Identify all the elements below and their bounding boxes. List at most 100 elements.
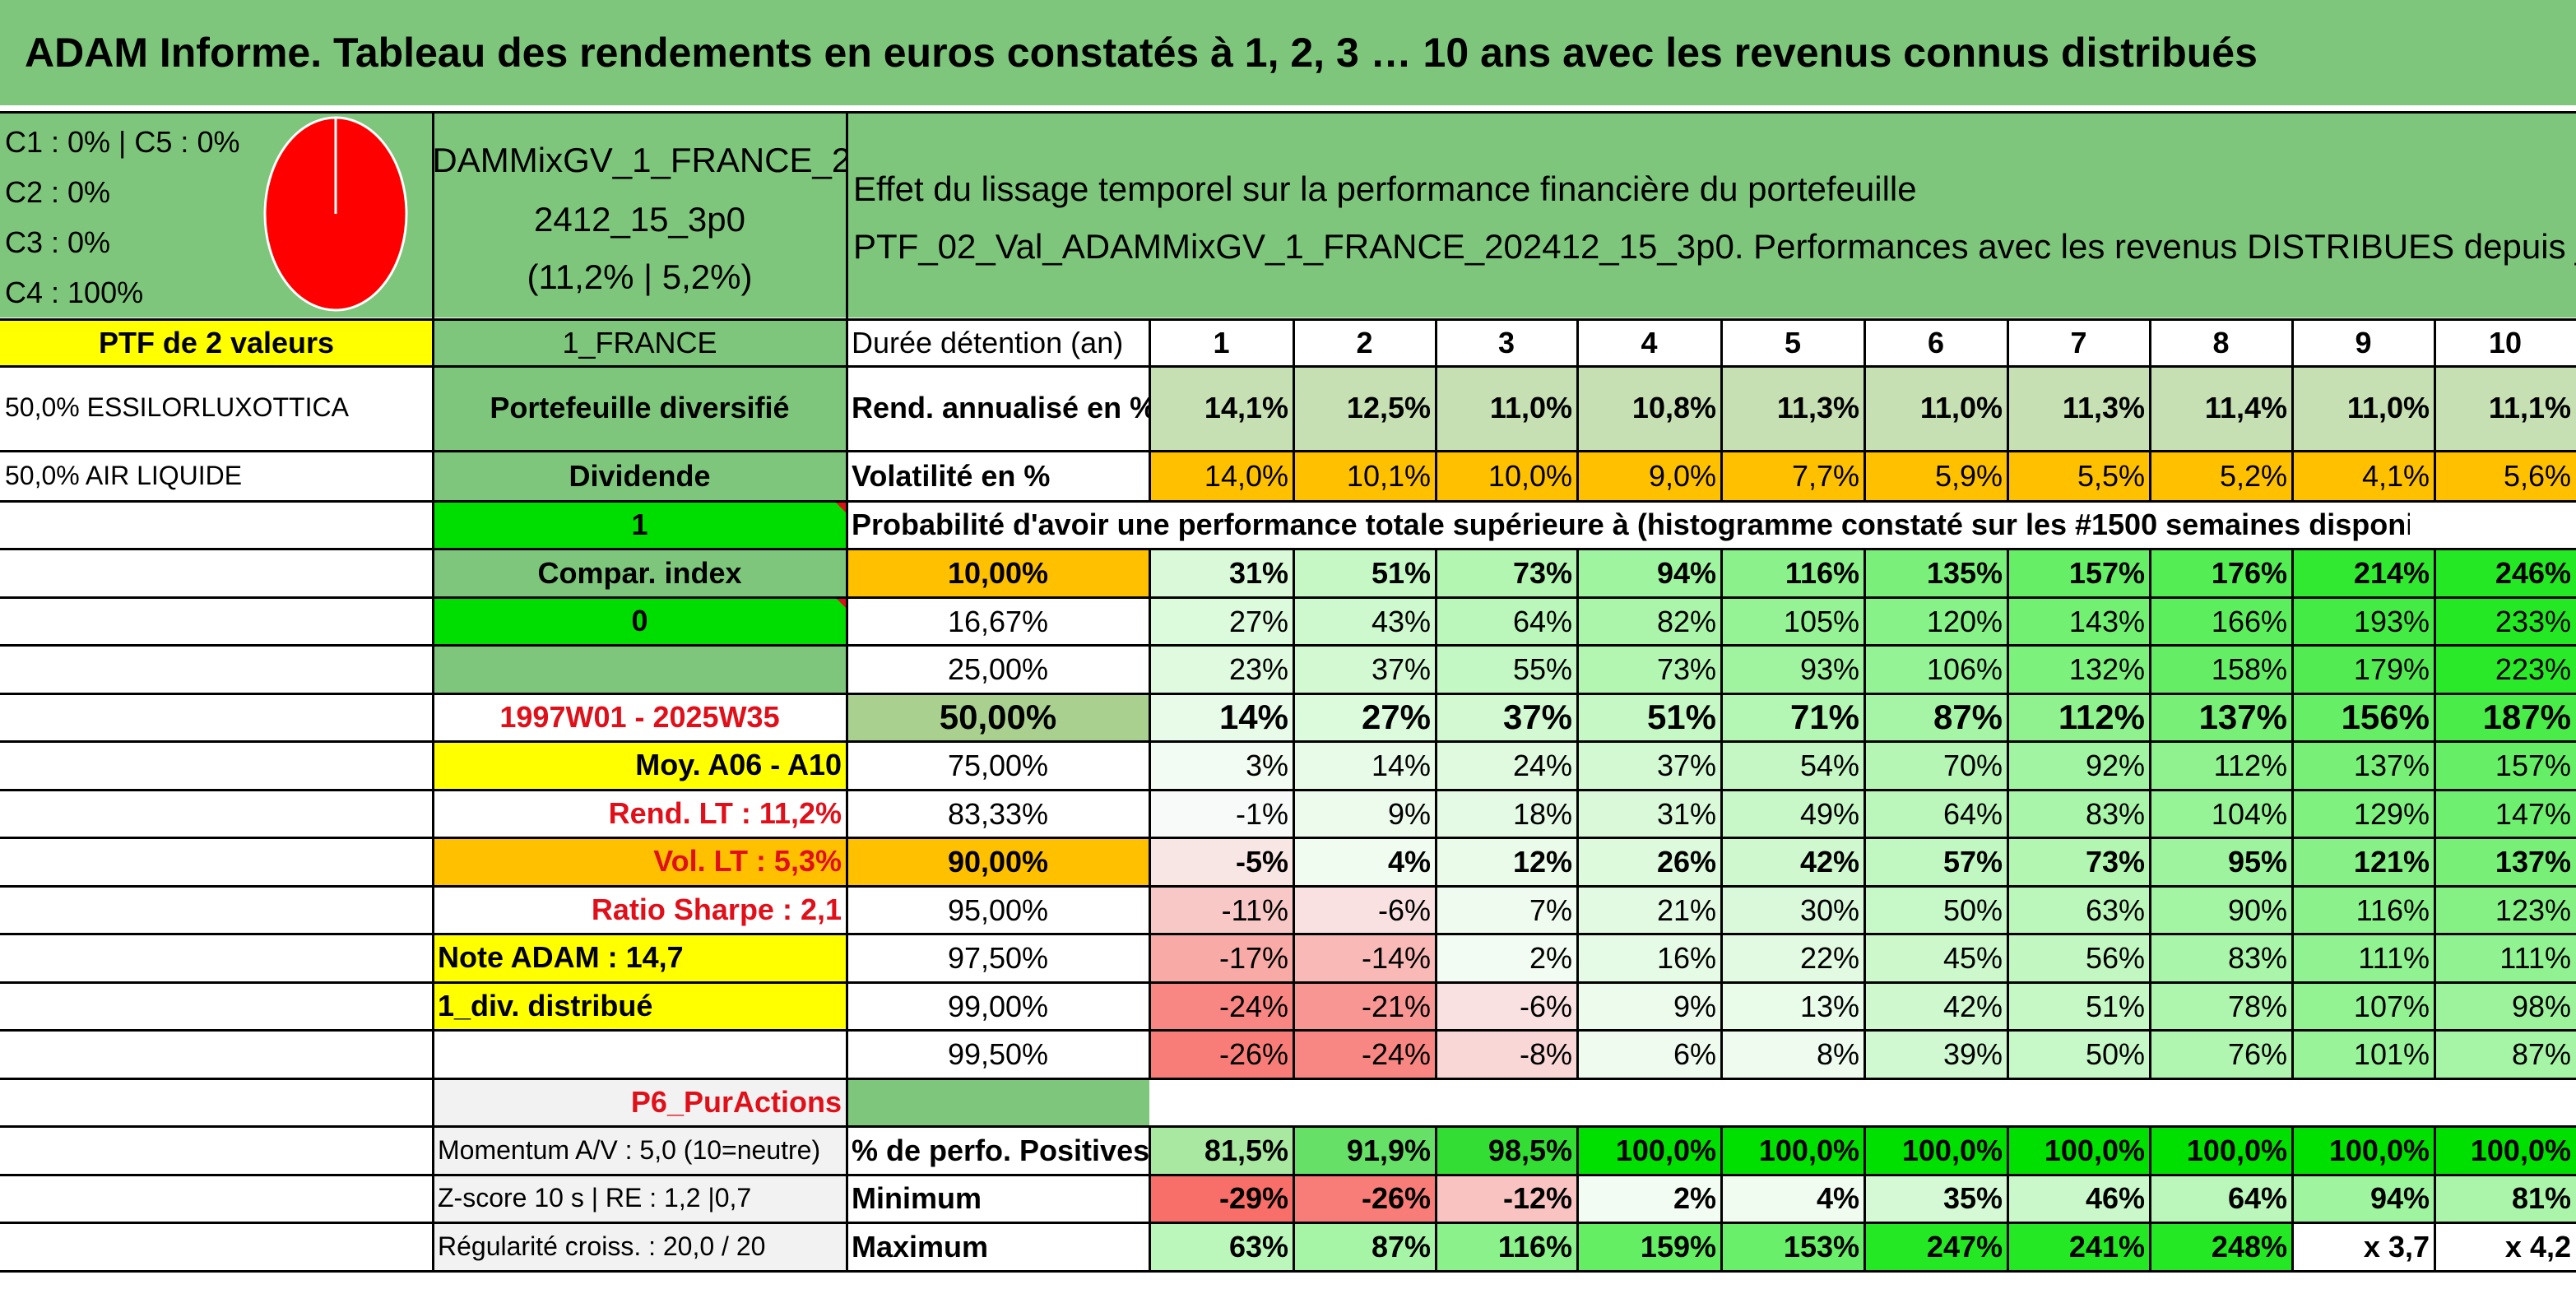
quantile-value: 157%	[2434, 742, 2576, 790]
allocation-line: C3 : 0%	[5, 225, 111, 260]
grid-line	[0, 450, 2576, 452]
rend-value: 12,5%	[1293, 366, 1436, 450]
quantile-value: 43%	[1293, 597, 1436, 646]
quantile-value: 90%	[2150, 886, 2292, 934]
quantile-value: -17%	[1149, 934, 1293, 982]
quantile-value: 73%	[2007, 838, 2150, 886]
quantile-value: -8%	[1436, 1031, 1577, 1078]
positive-value: 100,0%	[2150, 1127, 2292, 1175]
quantile-label: 99,50%	[947, 1037, 1049, 1072]
grid-line	[1293, 319, 1295, 502]
minimum-value: 2%	[1577, 1175, 1721, 1222]
quantile-value: 24%	[1436, 742, 1577, 790]
quantile-value: 13%	[1721, 982, 1864, 1031]
quantile-value: 37%	[1293, 646, 1436, 693]
year-header: 10	[2488, 325, 2523, 359]
quantile-value: 158%	[2150, 646, 2292, 693]
allocation-line: C4 : 100%	[5, 276, 144, 310]
rend-value: 11,0%	[2292, 366, 2434, 450]
quantile-value: -24%	[1293, 1031, 1436, 1078]
holding-2: 50,0% AIR LIQUIDE	[5, 461, 243, 491]
grid-line	[0, 692, 2576, 695]
grid-line	[2149, 549, 2151, 1079]
maximum-label: Maximum	[852, 1230, 989, 1264]
grid-line	[0, 788, 2576, 791]
maximum-value: 116%	[1436, 1223, 1577, 1271]
header-box	[847, 112, 2576, 318]
quantile-value: 104%	[2150, 790, 2292, 838]
quantile-value: 87%	[2434, 1031, 2576, 1078]
year-header: 7	[2070, 325, 2087, 359]
quantile-value: 78%	[2150, 982, 2292, 1031]
vol-value: 5,5%	[2007, 452, 2150, 500]
quantile-value: 4%	[1293, 838, 1436, 886]
value-one-cell[interactable]: 1	[433, 502, 847, 548]
quantile-value: 27%	[1149, 597, 1293, 646]
grid-line	[0, 318, 2576, 321]
quantile-value: -11%	[1149, 886, 1293, 934]
maximum-value: 241%	[2007, 1223, 2150, 1271]
positive-value: 100,0%	[1721, 1127, 1864, 1175]
quantile-value: 8%	[1721, 1031, 1864, 1078]
quantile-value: 83%	[2150, 934, 2292, 982]
quantile-label: 99,00%	[947, 989, 1049, 1023]
grid-line	[2007, 549, 2009, 1079]
quantile-value: 112%	[2150, 742, 2292, 790]
p6-label: P6_PurActions	[433, 1078, 847, 1126]
quantile-value: 50%	[2007, 1031, 2150, 1078]
grid-line	[1864, 1126, 1866, 1273]
grid-line	[432, 112, 434, 1272]
minimum-label: Minimum	[852, 1181, 982, 1216]
rend-value: 14,1%	[1149, 366, 1293, 450]
quantile-value: -5%	[1149, 838, 1293, 886]
vol-lt-label: Vol. LT : 5,3%	[433, 837, 847, 885]
grid-line	[0, 548, 2576, 550]
quantile-label: 95,00%	[947, 893, 1049, 927]
grid-line	[0, 1077, 2576, 1080]
ptf-label: PTF de 2 valeurs	[0, 319, 433, 366]
quantile-value: 55%	[1436, 646, 1577, 693]
quantile-value: 137%	[2150, 693, 2292, 742]
quantile-value: 26%	[1577, 838, 1721, 886]
quantile-value: 93%	[1721, 646, 1864, 693]
vol-value: 5,2%	[2150, 452, 2292, 500]
grid-line	[0, 596, 2576, 599]
quantile-value: 137%	[2292, 742, 2434, 790]
rend-value: 10,8%	[1577, 366, 1721, 450]
year-header: 1	[1213, 325, 1230, 359]
portfolio-name-line2: 2412_15_3p0	[534, 199, 745, 239]
maximum-value: 248%	[2150, 1223, 2292, 1271]
dividend-distrib-label: 1_div. distribué	[433, 982, 847, 1030]
vol-value: 9,0%	[1577, 452, 1721, 500]
quantile-value: 3%	[1149, 742, 1293, 790]
quantile-value: 39%	[1864, 1031, 2007, 1078]
quantile-label: 90,00%	[847, 838, 1149, 886]
minimum-value: 46%	[2007, 1175, 2150, 1222]
grid-line	[0, 365, 2576, 368]
quantile-value: 64%	[1864, 790, 2007, 838]
year-header: 9	[2355, 325, 2372, 359]
grid-line	[1149, 549, 1151, 1079]
grid-line	[0, 644, 2576, 647]
maximum-value: x 4,2	[2434, 1223, 2576, 1271]
duration-label: Durée détention (an)	[852, 325, 1124, 359]
quantile-label: 16,67%	[947, 604, 1049, 638]
quantile-value: 27%	[1293, 693, 1436, 742]
grid-line	[1293, 1126, 1295, 1273]
quantile-value: 16%	[1577, 934, 1721, 982]
vol-value: 7,7%	[1721, 452, 1864, 500]
quantile-value: 233%	[2434, 597, 2576, 646]
value-zero-cell[interactable]: 0	[433, 597, 847, 645]
grid-line	[0, 1029, 2576, 1032]
quantile-value: 105%	[1721, 597, 1864, 646]
year-header: 8	[2212, 325, 2230, 359]
quantile-value: 23%	[1149, 646, 1293, 693]
quantile-value: 123%	[2434, 886, 2576, 934]
rend-lt-label: Rend. LT : 11,2%	[608, 796, 842, 831]
quantile-value: 57%	[1864, 838, 2007, 886]
quantile-value: 83%	[2007, 790, 2150, 838]
grid-line	[0, 837, 2576, 839]
maximum-value: x 3,7	[2292, 1223, 2434, 1271]
quantile-label: 50,00%	[847, 693, 1149, 742]
vol-value: 5,6%	[2434, 452, 2576, 500]
